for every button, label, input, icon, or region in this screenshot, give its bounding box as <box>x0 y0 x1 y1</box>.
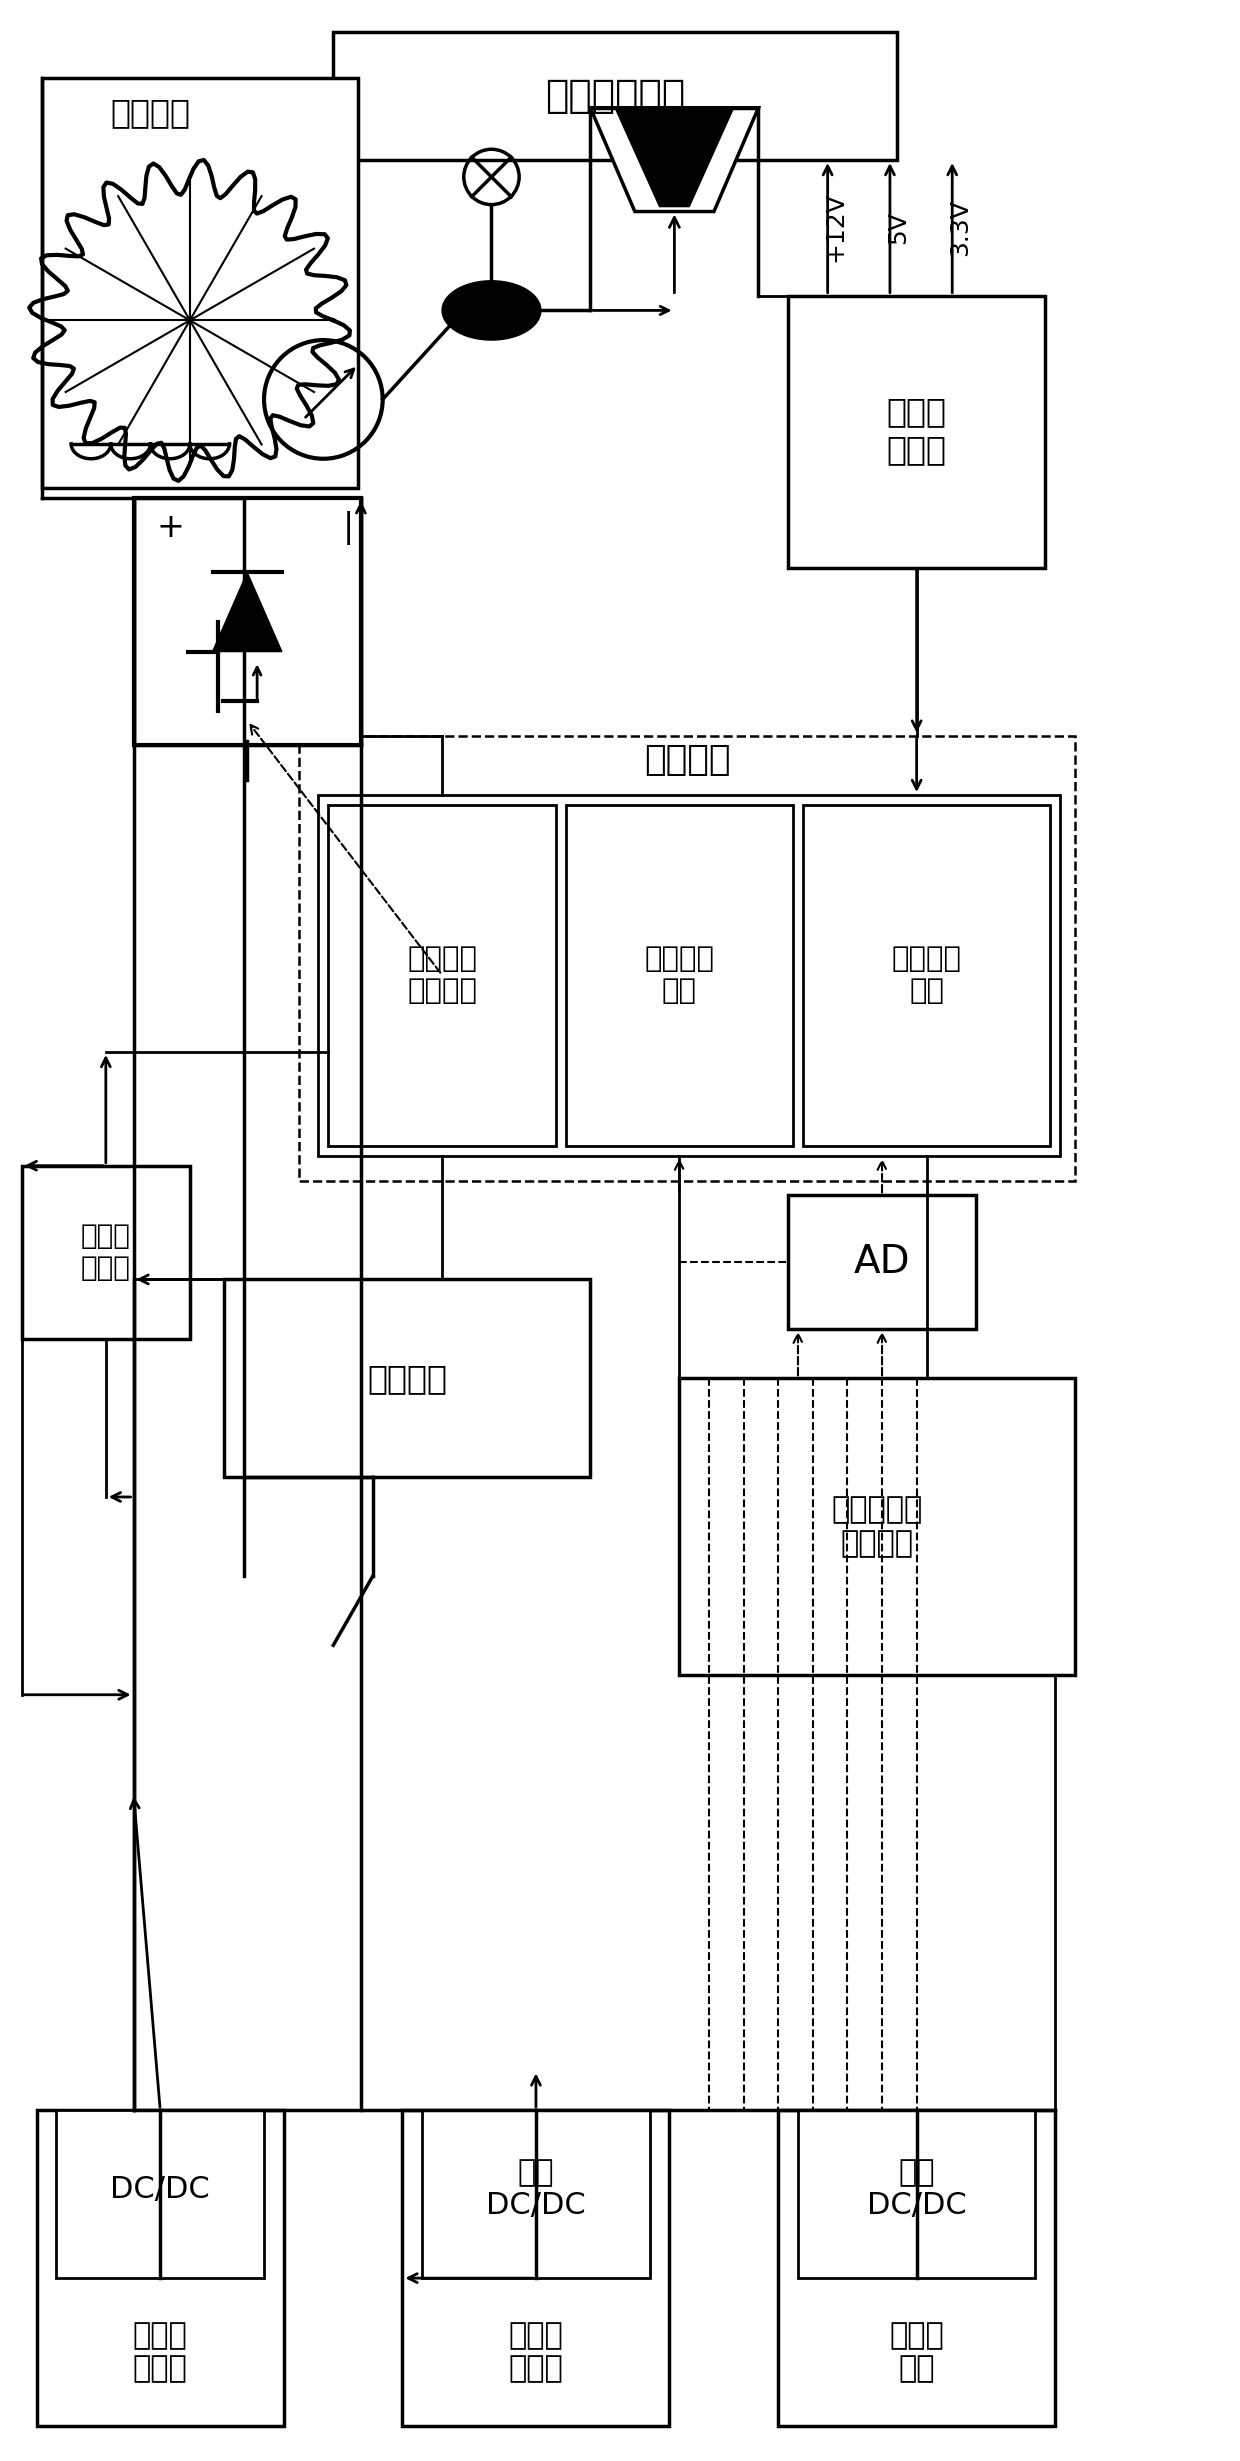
Bar <box>403 2109 670 2427</box>
Bar <box>37 2109 284 2427</box>
Bar <box>804 805 1050 1147</box>
Bar <box>789 1196 976 1329</box>
Bar <box>680 1378 1075 1676</box>
Bar <box>42 79 358 487</box>
Text: 速度检
测单元: 速度检 测单元 <box>81 1221 130 1282</box>
Polygon shape <box>443 281 541 340</box>
Bar <box>779 2109 1055 2427</box>
Text: 控制系统: 控制系统 <box>644 743 730 778</box>
Bar <box>319 795 1060 1157</box>
Text: |: | <box>342 512 353 544</box>
Bar <box>224 1280 590 1477</box>
Text: 蓄电池
系统: 蓄电池 系统 <box>889 2321 944 2385</box>
Text: 制动电阻: 制动电阻 <box>367 1361 448 1395</box>
Text: 燃料电
池系统: 燃料电 池系统 <box>133 2321 187 2385</box>
Text: 变频回馈
制动模块: 变频回馈 制动模块 <box>407 945 477 1004</box>
Bar <box>22 1167 190 1339</box>
Text: 电压、电流
采集电路: 电压、电流 采集电路 <box>832 1496 923 1558</box>
Polygon shape <box>590 108 759 212</box>
Text: 能量控制
模块: 能量控制 模块 <box>645 945 714 1004</box>
Bar <box>134 497 361 746</box>
Polygon shape <box>212 573 281 652</box>
Text: DC/DC: DC/DC <box>110 2176 210 2203</box>
Text: 驱动电机: 驱动电机 <box>110 96 190 128</box>
Text: 3.3V: 3.3V <box>949 199 972 256</box>
Bar <box>299 736 1075 1181</box>
Text: 辅助用电设备: 辅助用电设备 <box>544 76 686 116</box>
Text: +: + <box>156 512 184 544</box>
Text: 超级电
容系统: 超级电 容系统 <box>508 2321 563 2385</box>
Bar <box>789 295 1045 568</box>
Text: 5V: 5V <box>885 212 910 244</box>
Text: AD: AD <box>854 1243 910 1280</box>
Bar <box>565 805 794 1147</box>
Bar <box>423 2109 650 2279</box>
Text: 制动控制
模块: 制动控制 模块 <box>892 945 961 1004</box>
Text: +12V: +12V <box>823 192 848 263</box>
Bar <box>799 2109 1035 2279</box>
Text: 辅助供
电电源: 辅助供 电电源 <box>887 396 946 468</box>
Bar <box>329 805 556 1147</box>
Bar <box>334 32 897 160</box>
Text: 双向
DC/DC: 双向 DC/DC <box>486 2158 585 2220</box>
Bar <box>56 2109 264 2279</box>
Polygon shape <box>615 108 734 207</box>
Text: 双向
DC/DC: 双向 DC/DC <box>867 2158 966 2220</box>
